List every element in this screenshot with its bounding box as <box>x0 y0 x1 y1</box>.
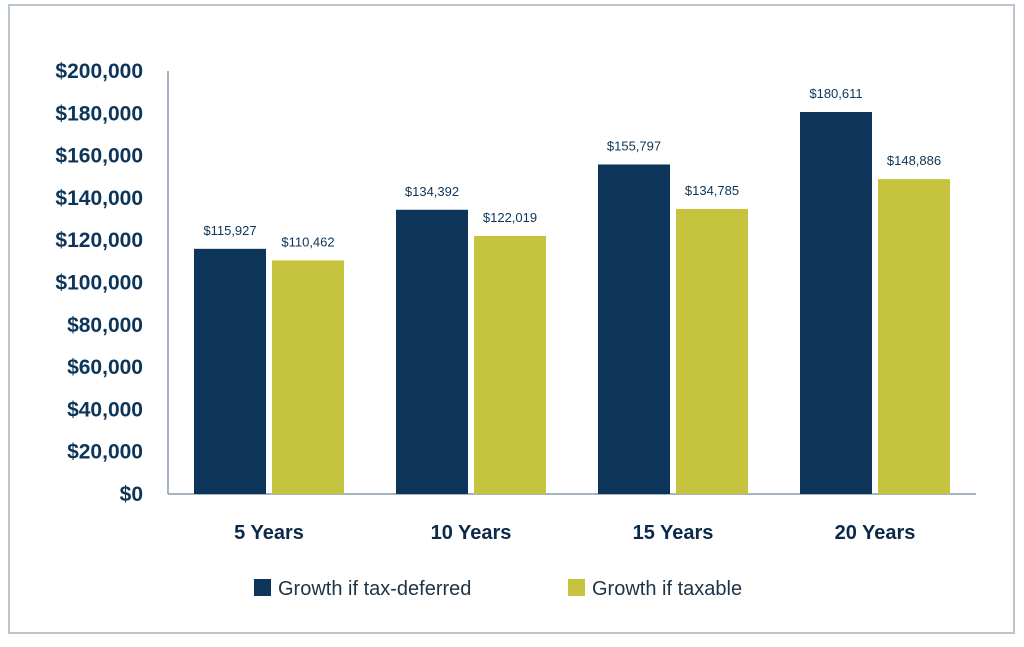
y-tick-label: $160,000 <box>55 145 143 168</box>
bar <box>272 260 344 494</box>
bar <box>676 208 748 494</box>
data-label: $134,392 <box>405 184 459 199</box>
data-label: $110,462 <box>281 234 334 249</box>
data-label: $155,797 <box>607 138 661 153</box>
bar <box>598 164 670 494</box>
data-label: $115,927 <box>203 223 256 238</box>
legend-label: Growth if taxable <box>592 578 742 600</box>
y-tick-label: $0 <box>120 483 143 506</box>
y-tick-label: $200,000 <box>55 60 143 83</box>
data-label: $180,611 <box>809 86 862 101</box>
y-tick-label: $40,000 <box>67 398 143 421</box>
y-tick-label: $180,000 <box>55 102 143 125</box>
bar <box>800 112 872 494</box>
y-tick-label: $140,000 <box>55 187 143 210</box>
y-tick-label: $20,000 <box>67 441 143 464</box>
x-tick-label: 10 Years <box>431 522 512 544</box>
data-labels: $115,927 $110,462 $134,392 $122,019 $155,797… <box>203 86 941 249</box>
y-tick-label: $120,000 <box>55 229 143 252</box>
y-tick-label: $80,000 <box>67 314 143 337</box>
bar <box>878 179 950 494</box>
chart-bars <box>194 112 950 494</box>
bar <box>194 248 266 494</box>
y-axis-ticks: $0 $20,000 $40,000 $60,000 $80,000 $100,000 $1… <box>55 60 143 506</box>
data-label: $134,785 <box>685 183 739 198</box>
y-tick-label: $60,000 <box>67 356 143 379</box>
x-axis-ticks: 5 Years 10 Years 15 Years 20 Years <box>234 522 915 544</box>
y-tick-label: $100,000 <box>55 272 143 295</box>
bar <box>474 235 546 494</box>
data-label: $148,886 <box>887 153 941 168</box>
x-tick-label: 15 Years <box>633 522 714 544</box>
chart-legend: Growth if tax-deferred Growth if taxable <box>254 578 742 600</box>
data-label: $122,019 <box>483 210 537 225</box>
legend-swatch <box>568 579 585 596</box>
bar <box>396 209 468 494</box>
x-tick-label: 20 Years <box>835 522 916 544</box>
legend-swatch <box>254 579 271 596</box>
legend-label: Growth if tax-deferred <box>278 578 471 600</box>
x-tick-label: 5 Years <box>234 522 304 544</box>
